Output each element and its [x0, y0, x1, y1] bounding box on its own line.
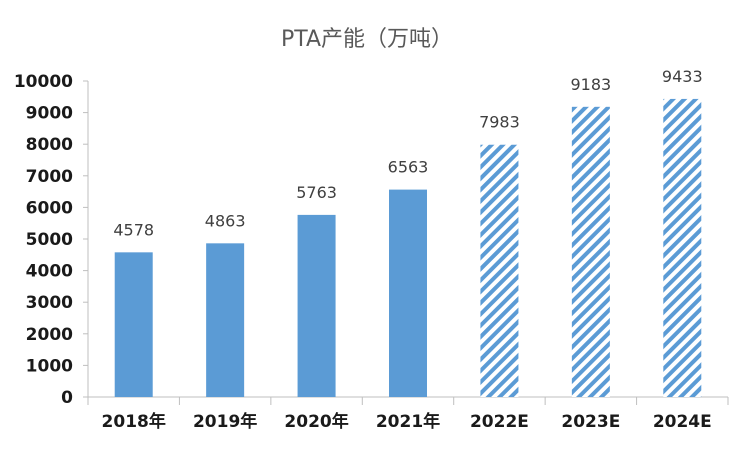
x-tick-label: 2018年 — [102, 411, 166, 432]
bar-series — [114, 98, 702, 397]
x-tick-label: 2023E — [561, 412, 620, 432]
bar-2023E — [571, 106, 610, 397]
chart-title: PTA产能（万吨） — [281, 27, 453, 52]
x-axis: 2018年 2019年 2020年 2021年 2022E 2023E 2024E — [87, 396, 729, 432]
y-axis: 0 1000 2000 3000 4000 5000 6000 7000 8000 9000 100… — [14, 72, 89, 408]
y-tick-label: 4000 — [26, 262, 73, 282]
data-label: 7983 — [479, 113, 520, 132]
data-label: 6563 — [388, 158, 429, 177]
y-tick-label: 0 — [61, 388, 73, 408]
x-tick-label: 2020年 — [284, 411, 348, 432]
data-label: 5763 — [296, 183, 337, 202]
y-tick-label: 2000 — [26, 325, 73, 345]
data-label: 4578 — [113, 220, 154, 239]
bar-2018年 — [114, 252, 153, 397]
bar-2020年 — [297, 214, 336, 397]
y-tick-label: 3000 — [26, 293, 73, 313]
data-label: 9433 — [662, 67, 703, 86]
y-tick-label: 10000 — [14, 72, 73, 92]
data-label: 9183 — [570, 75, 611, 94]
x-tick-label: 2019年 — [193, 411, 257, 432]
bar-2021年 — [389, 189, 427, 397]
y-tick-label: 1000 — [26, 356, 73, 376]
x-tick-label: 2022E — [470, 412, 529, 432]
y-tick-label: 9000 — [26, 104, 73, 124]
y-tick-label: 8000 — [26, 135, 73, 155]
y-tick-label: 5000 — [26, 230, 73, 250]
bar-2022E — [480, 144, 519, 397]
bar-2024E — [663, 98, 702, 397]
y-tick-label: 6000 — [26, 198, 73, 218]
data-labels: 4578 4863 5763 6563 7983 9183 9433 — [113, 67, 702, 239]
bar-2019年 — [206, 243, 245, 397]
data-label: 4863 — [205, 211, 246, 230]
x-tick-label: 2024E — [653, 412, 712, 432]
x-tick-label: 2021年 — [376, 411, 440, 432]
y-tick-label: 7000 — [26, 167, 73, 187]
